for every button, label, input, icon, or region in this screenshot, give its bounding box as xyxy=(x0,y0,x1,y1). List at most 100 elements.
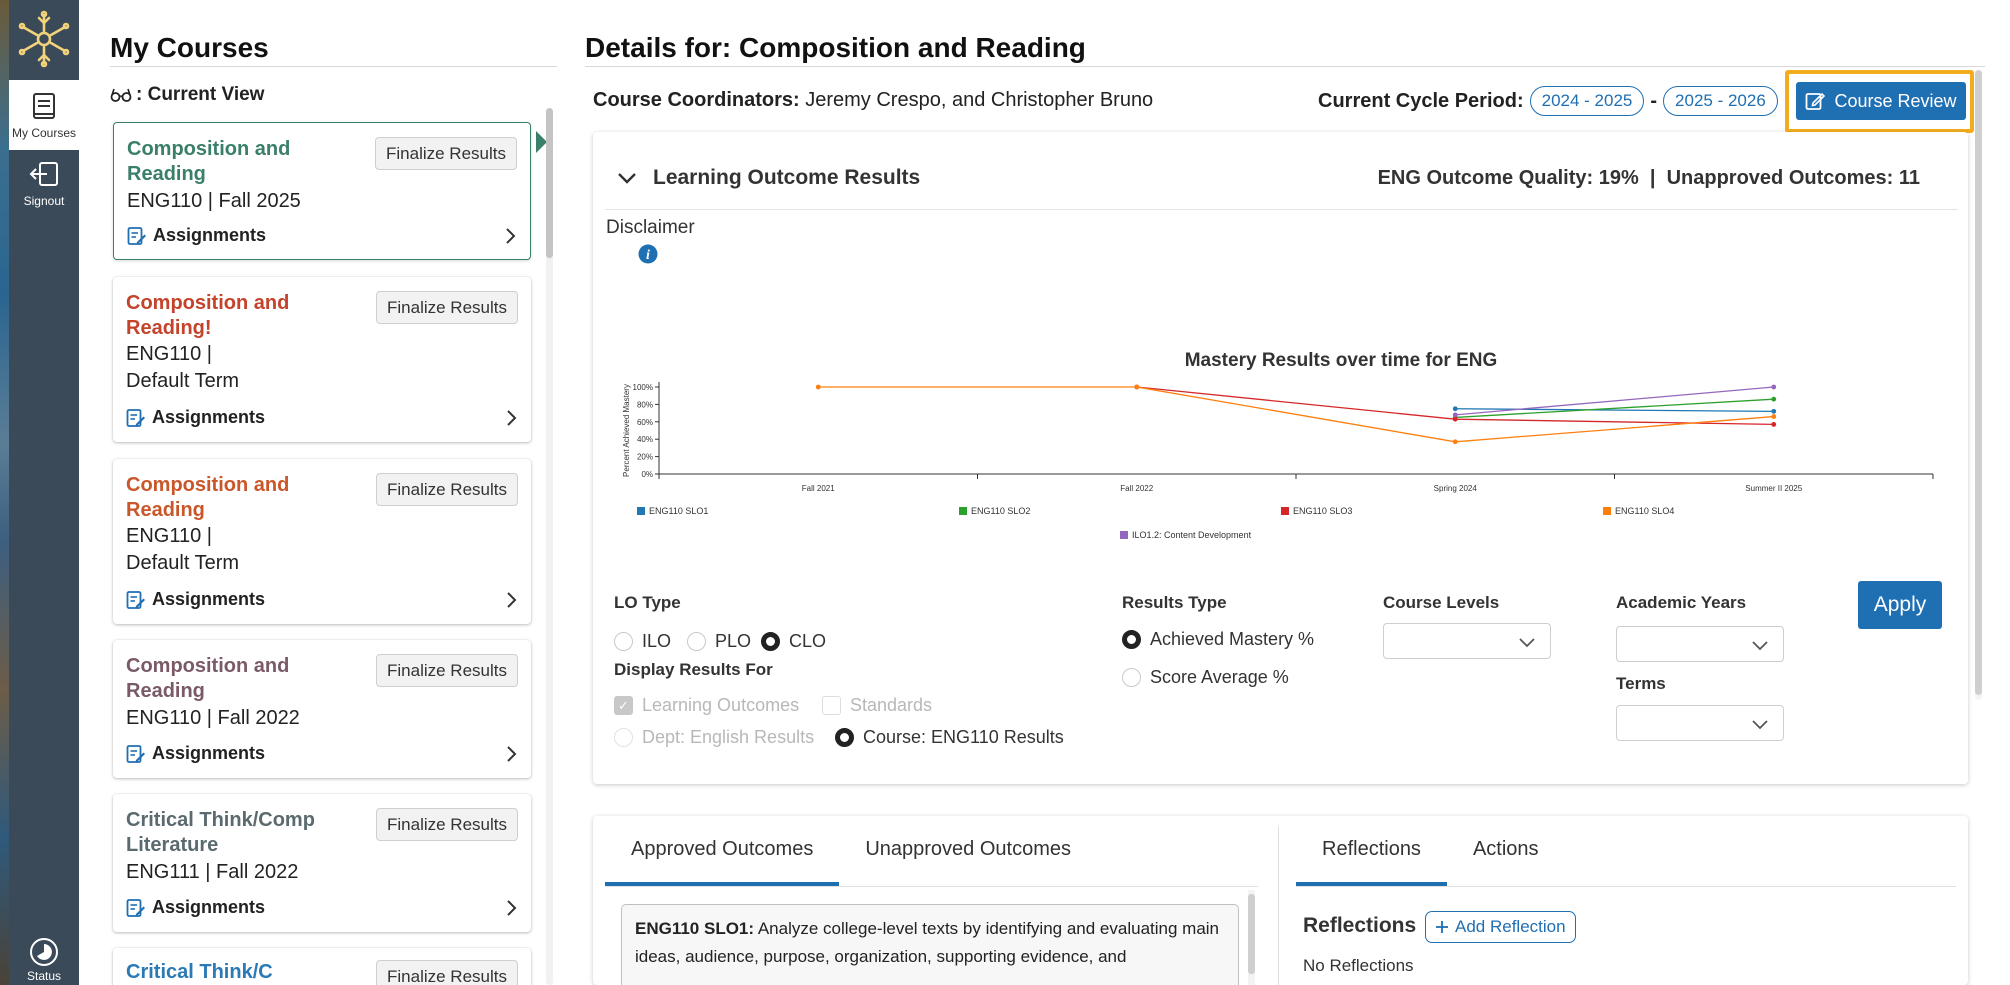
radio-dept[interactable] xyxy=(614,728,633,747)
legend-label: ENG110 SLO2 xyxy=(971,506,1030,516)
chevron-down-icon xyxy=(1519,638,1535,648)
edit-doc-icon xyxy=(126,898,145,917)
terms-select[interactable] xyxy=(1616,705,1784,741)
divider xyxy=(110,66,557,67)
nav-my-courses[interactable]: My Courses xyxy=(9,80,79,150)
nav-signout[interactable]: Signout xyxy=(9,160,79,220)
finalize-results-button[interactable]: Finalize Results xyxy=(376,808,518,841)
tab-unapproved-outcomes[interactable]: Unapproved Outcomes xyxy=(865,837,1071,860)
info-icon[interactable]: i xyxy=(638,244,658,264)
course-review-button[interactable]: Course Review xyxy=(1796,82,1966,120)
courses-panel: My Courses : Current View Composition an… xyxy=(110,0,557,985)
finalize-results-button[interactable]: Finalize Results xyxy=(376,960,518,985)
radio-ilo[interactable] xyxy=(614,632,633,651)
course-card[interactable]: Composition and Reading Finalize Results… xyxy=(113,122,547,260)
radio-clo[interactable] xyxy=(761,632,780,651)
lo-type-ilo[interactable]: ILO xyxy=(614,631,671,652)
finalize-results-button[interactable]: Finalize Results xyxy=(376,291,518,324)
legend-label: ENG110 SLO1 xyxy=(649,506,708,516)
divider xyxy=(605,209,1958,210)
course-name[interactable]: Composition and Reading! xyxy=(126,292,290,339)
radio-mastery[interactable] xyxy=(1122,630,1141,649)
cycle-separator: - xyxy=(1650,89,1658,112)
course-levels-select[interactable] xyxy=(1383,623,1551,659)
scrollbar-thumb[interactable] xyxy=(1248,894,1255,974)
outcomes-reflections-panel: Approved Outcomes Unapproved Outcomes EN… xyxy=(593,816,1968,985)
add-reflection-button[interactable]: Add Reflection xyxy=(1425,911,1576,943)
scrollbar-thumb[interactable] xyxy=(1975,70,1982,695)
lo-type-ilo-label: ILO xyxy=(642,631,672,651)
scrollbar-thumb[interactable] xyxy=(546,108,553,258)
results-type-mastery-label: Achieved Mastery % xyxy=(1150,629,1315,649)
course-name[interactable]: Composition and Reading xyxy=(126,655,290,702)
plus-icon xyxy=(1436,921,1448,933)
edit-icon xyxy=(1806,92,1826,110)
course-name[interactable]: Composition and Reading xyxy=(126,474,290,521)
series-line xyxy=(1455,398,1774,419)
nav-status[interactable]: Status xyxy=(9,936,79,985)
learning-outcomes-checkbox[interactable]: ✓ xyxy=(614,696,633,715)
assignments-link[interactable]: Assignments xyxy=(126,743,518,764)
standards-option[interactable]: Standards xyxy=(822,695,932,716)
course-name[interactable]: Critical Think/C xyxy=(126,961,273,983)
y-axis-label: Percent Achieved Mastery xyxy=(622,384,631,477)
course-results-option[interactable]: Course: ENG110 Results xyxy=(835,727,1064,748)
finalize-results-button[interactable]: Finalize Results xyxy=(376,473,518,506)
assignments-link[interactable]: Assignments xyxy=(127,225,517,246)
legend-label: ENG110 SLO4 xyxy=(1615,506,1674,516)
dept-results-option[interactable]: Dept: English Results xyxy=(614,727,814,748)
course-meta: ENG110 | Fall 2025 xyxy=(127,190,301,212)
apply-button[interactable]: Apply xyxy=(1858,581,1942,629)
outcome-text: Analyze college-level texts by identifyi… xyxy=(635,919,1220,966)
legend-swatch xyxy=(1120,531,1128,539)
finalize-results-button[interactable]: Finalize Results xyxy=(375,137,517,170)
course-card[interactable]: Composition and Reading! Finalize Result… xyxy=(113,277,531,442)
lo-type-clo[interactable]: CLO xyxy=(761,631,826,652)
courses-scrollbar[interactable] xyxy=(546,108,553,985)
radio-average[interactable] xyxy=(1122,668,1141,687)
assignments-label: Assignments xyxy=(153,225,267,245)
tab-reflections[interactable]: Reflections xyxy=(1296,816,1447,886)
chevron-down-icon xyxy=(1752,641,1768,651)
assignments-link[interactable]: Assignments xyxy=(126,589,518,610)
book-icon xyxy=(33,93,55,119)
assignments-link[interactable]: Assignments xyxy=(126,897,518,918)
selected-marker xyxy=(536,131,547,153)
y-tick-label: 40% xyxy=(637,435,653,444)
radio-course[interactable] xyxy=(835,728,854,747)
standards-checkbox[interactable] xyxy=(822,696,841,715)
radio-plo[interactable] xyxy=(687,632,706,651)
standards-label: Standards xyxy=(850,695,933,715)
lo-type-plo[interactable]: PLO xyxy=(687,631,751,652)
course-name[interactable]: Composition and Reading xyxy=(127,138,291,185)
cycle-end-pill[interactable]: 2025 - 2026 xyxy=(1663,86,1778,116)
lo-results-toggle[interactable]: Learning Outcome Results xyxy=(617,166,920,190)
learning-outcomes-option[interactable]: ✓ Learning Outcomes xyxy=(614,695,799,716)
course-card[interactable]: Critical Think/C Finalize Results xyxy=(113,948,531,985)
details-scrollbar[interactable] xyxy=(1975,70,1982,700)
data-point xyxy=(1771,396,1777,402)
results-type-average[interactable]: Score Average % xyxy=(1122,667,1289,688)
lo-results-panel: Learning Outcome Results ENG Outcome Qua… xyxy=(593,132,1968,784)
course-card[interactable]: Critical Think/Comp Literature Finalize … xyxy=(113,794,531,932)
finalize-results-button[interactable]: Finalize Results xyxy=(376,654,518,687)
course-card[interactable]: Composition and Reading Finalize Results… xyxy=(113,640,531,778)
results-type-mastery[interactable]: Achieved Mastery % xyxy=(1122,629,1314,650)
course-card[interactable]: Composition and Reading Finalize Results… xyxy=(113,459,531,624)
legend-label: ENG110 SLO3 xyxy=(1293,506,1352,516)
cycle-start-pill[interactable]: 2024 - 2025 xyxy=(1529,86,1645,116)
data-point xyxy=(1771,422,1777,427)
details-panel: Details for: Composition and Reading Cou… xyxy=(585,0,1985,985)
outcome-card[interactable]: ENG110 SLO1: Analyze college-level texts… xyxy=(621,904,1239,985)
tab-approved-outcomes[interactable]: Approved Outcomes xyxy=(605,816,840,886)
x-tick-label: Fall 2022 xyxy=(1120,484,1153,493)
tab-actions[interactable]: Actions xyxy=(1472,837,1539,860)
academic-years-select[interactable] xyxy=(1616,626,1784,662)
app-logo xyxy=(9,0,79,78)
outcomes-scrollbar[interactable] xyxy=(1248,890,1255,985)
data-point xyxy=(1134,384,1140,390)
course-name[interactable]: Critical Think/Comp Literature xyxy=(126,809,315,856)
assignments-link[interactable]: Assignments xyxy=(126,407,518,428)
coordinators-names: Jeremy Crespo, and Christopher Bruno xyxy=(799,89,1154,111)
course-levels-label: Course Levels xyxy=(1383,593,1500,612)
